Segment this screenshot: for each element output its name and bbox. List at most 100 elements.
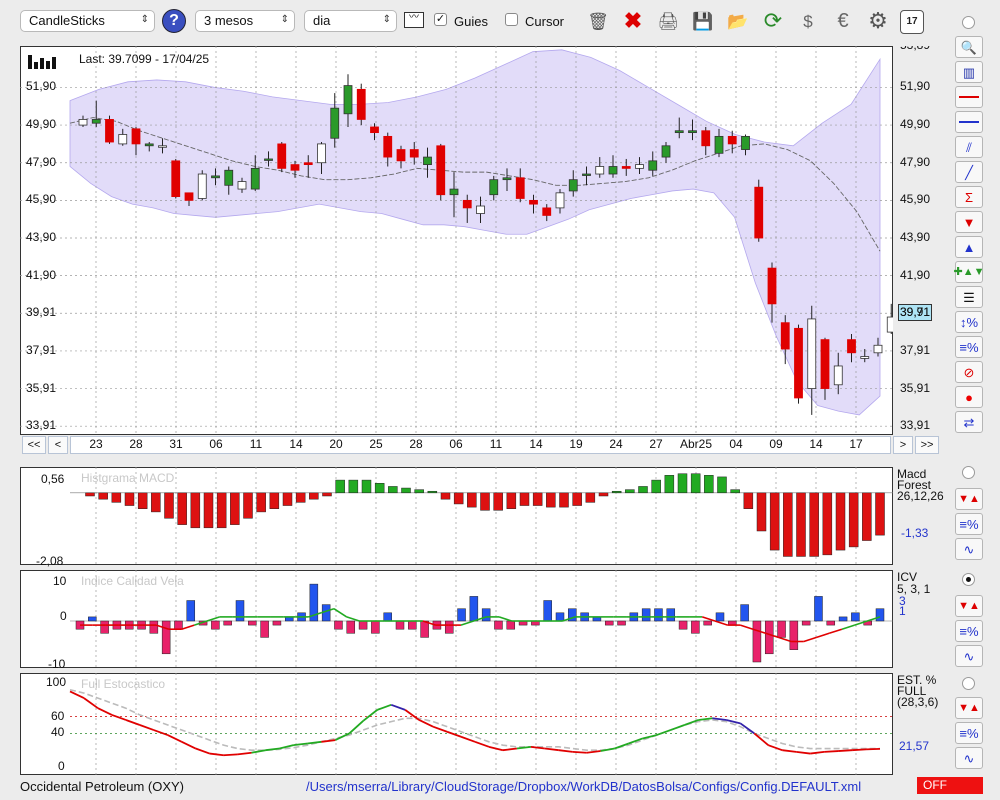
candle xyxy=(158,138,167,154)
gear-icon[interactable]: ⚙ xyxy=(868,8,888,33)
lines-percent-icon[interactable]: ≡% xyxy=(955,513,983,535)
nav-next-button[interactable]: > xyxy=(893,436,913,454)
panel-radio-stoch[interactable] xyxy=(962,677,975,690)
stoch-label-1: EST. % xyxy=(897,673,937,687)
icv-bar xyxy=(604,620,614,626)
stoch-k-line xyxy=(810,750,825,755)
date-axis-bar[interactable] xyxy=(70,436,891,454)
candle xyxy=(197,170,207,201)
curve-icon[interactable]: ∿ xyxy=(955,747,983,769)
zoom-icon[interactable]: 🔍 xyxy=(955,36,983,58)
curve-icon[interactable]: ∿ xyxy=(955,645,983,667)
icv-signal-line xyxy=(765,632,779,639)
date-tick-label: 14 xyxy=(289,437,303,451)
chevron-up-down-icon: ⇕ xyxy=(280,14,289,25)
help-icon[interactable]: ? xyxy=(162,9,186,33)
candle xyxy=(144,142,154,152)
arrow-down-red-icon[interactable]: ▼ xyxy=(955,211,983,233)
sum-line-icon[interactable]: Σ xyxy=(955,186,983,208)
channel-icon[interactable]: ⫽ xyxy=(955,136,983,158)
candle xyxy=(343,74,353,127)
off-indicator[interactable]: OFF xyxy=(917,777,983,794)
candle-body xyxy=(767,267,777,305)
nav-first-button[interactable]: << xyxy=(22,436,46,454)
stoch-k-line xyxy=(181,740,197,750)
candle xyxy=(423,147,432,178)
panel-radio-macd[interactable] xyxy=(962,466,975,479)
delete-icon[interactable]: ✖ xyxy=(623,8,643,33)
horizontal-line-blue-icon[interactable] xyxy=(955,111,983,133)
calendar-icon[interactable]: 17 xyxy=(900,10,924,34)
icv-label: ICV xyxy=(897,570,918,584)
trash-icon[interactable]: 🗑 xyxy=(587,11,609,31)
candle xyxy=(820,337,830,400)
chart-window-icon[interactable]: 〰 xyxy=(404,12,424,28)
up-down-arrows-icon[interactable]: ▼▲ xyxy=(955,697,983,719)
record-icon[interactable]: ● xyxy=(955,386,983,408)
stoch-k-line xyxy=(279,744,294,750)
print-icon[interactable]: 🖨 xyxy=(657,11,679,31)
folder-icon[interactable]: 📂 xyxy=(727,11,749,31)
lines-percent-icon[interactable]: ≡% xyxy=(955,722,983,744)
nav-last-button[interactable]: >> xyxy=(915,436,939,454)
stoch-k-line xyxy=(670,724,685,731)
main-chart-panel[interactable]: Last: 39.7099 - 17/04/25 xyxy=(20,46,893,435)
candle-body xyxy=(754,186,764,239)
main-y-tick-label: 45,90 xyxy=(26,192,57,207)
lines-percent-icon[interactable]: ≡% xyxy=(955,620,983,642)
macd-bar xyxy=(835,492,846,551)
arrow-up-blue-icon[interactable]: ▲ xyxy=(955,236,983,258)
refresh-icon[interactable]: ⟳ xyxy=(763,8,783,33)
currency-dollar-icon[interactable]: $ xyxy=(803,11,813,31)
period-select[interactable]: 3 mesos ⇕ xyxy=(195,10,295,32)
main-y-tick-label-right: 53,89 xyxy=(900,38,931,52)
stoch-k-line xyxy=(656,729,671,736)
chart-type-select[interactable]: CandleSticks ⇕ xyxy=(20,10,155,32)
guides-checkbox[interactable]: ✓ xyxy=(434,13,447,26)
stoch-k-line xyxy=(334,732,350,741)
icv-bar xyxy=(420,620,429,638)
macd-bar xyxy=(848,492,859,548)
save-icon[interactable]: 💾 xyxy=(692,11,714,31)
cursor-checkbox[interactable] xyxy=(505,13,518,26)
candle-body xyxy=(197,173,207,199)
macd-bar xyxy=(295,492,306,503)
add-indicator-icon[interactable]: ✚▲▼ xyxy=(954,261,985,283)
icv-bar xyxy=(358,620,368,630)
lines-percent-icon[interactable]: ≡% xyxy=(955,336,983,358)
stop-icon[interactable]: ⊘ xyxy=(955,361,983,383)
lines-list-icon[interactable]: ☰ xyxy=(955,286,983,308)
trend-line-icon[interactable]: ╱ xyxy=(955,161,983,183)
stoch-k-line xyxy=(209,752,224,757)
stoch-k-line xyxy=(628,737,643,745)
candle xyxy=(767,262,777,323)
candle xyxy=(462,194,472,223)
up-down-arrows-icon[interactable]: ▼▲ xyxy=(955,595,983,617)
candle-body xyxy=(436,145,446,196)
guides-label: Guies xyxy=(454,14,488,29)
swap-icon[interactable]: ⇄ xyxy=(955,411,983,433)
icv-panel[interactable]: Indice Calidad Vela xyxy=(20,570,893,668)
stoch-k-line xyxy=(796,750,811,755)
candle xyxy=(476,196,485,223)
currency-euro-icon[interactable]: € xyxy=(837,10,849,32)
curve-icon[interactable]: ∿ xyxy=(955,538,983,560)
panel-radio-main[interactable] xyxy=(962,16,975,29)
macd-panel[interactable]: Histgrama MACD xyxy=(20,467,893,565)
candle-body xyxy=(886,316,893,333)
panel-radio-icv[interactable] xyxy=(962,573,975,586)
candle-body xyxy=(118,134,128,145)
nav-prev-button[interactable]: < xyxy=(48,436,68,454)
up-down-arrows-icon[interactable]: ▼▲ xyxy=(955,488,983,510)
stoch-panel[interactable]: Full Estocastico xyxy=(20,673,893,775)
horizontal-line-red-icon[interactable] xyxy=(955,86,983,108)
icv-bar xyxy=(617,620,626,626)
candle-chart-icon[interactable]: ▥ xyxy=(955,61,983,83)
macd-bar xyxy=(111,492,122,503)
macd-bar xyxy=(651,479,661,494)
scale-percent-icon[interactable]: ↕% xyxy=(955,311,983,333)
stoch-k-line xyxy=(111,714,127,721)
macd-bar xyxy=(216,492,227,529)
interval-select[interactable]: dia ⇕ xyxy=(304,10,397,32)
candle-body xyxy=(502,177,512,181)
